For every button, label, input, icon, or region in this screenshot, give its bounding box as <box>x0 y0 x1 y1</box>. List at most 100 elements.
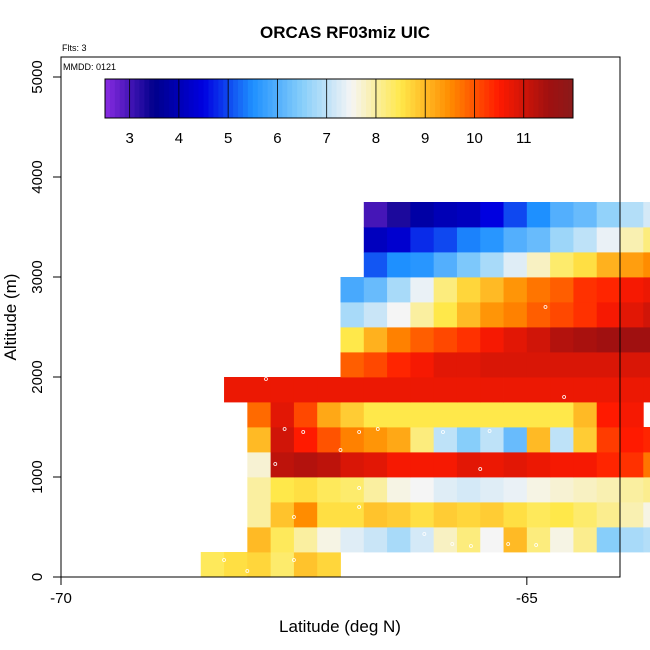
heatmap-cell <box>387 477 411 503</box>
heatmap-cell <box>410 527 435 553</box>
heatmap-cell <box>596 377 621 403</box>
heatmap-cell <box>456 227 481 253</box>
heatmap-cell <box>456 427 481 453</box>
flights-annotation: Flts: 3 <box>62 43 87 53</box>
heatmap-cell <box>643 202 650 228</box>
colorbar-segment <box>375 79 382 118</box>
heatmap-cell <box>550 227 574 253</box>
heatmap-cell <box>480 227 504 253</box>
flight-point <box>292 515 296 519</box>
heatmap-cell <box>596 477 621 503</box>
colorbar-segment <box>568 79 574 118</box>
colorbar-segment <box>164 79 170 118</box>
heatmap-cell <box>456 477 481 503</box>
heatmap-cell <box>387 327 411 353</box>
heatmap-cell <box>480 402 504 428</box>
heatmap-cell <box>387 352 411 378</box>
colorbar-segment <box>134 79 140 118</box>
flight-point <box>245 569 250 573</box>
x-tick-label: -65 <box>516 590 538 607</box>
colorbar-segment <box>558 79 564 118</box>
colorbar-segment <box>528 79 535 118</box>
colorbar-segment <box>139 79 145 118</box>
date-annotation: MMDD: 0121 <box>63 62 116 72</box>
colorbar-tick-label: 8 <box>372 130 380 147</box>
colorbar-segment <box>523 79 530 118</box>
colorbar-segment <box>494 79 500 118</box>
heatmap-cell <box>433 252 458 278</box>
y-tick-label: 4000 <box>29 160 46 193</box>
heatmap-cell <box>596 452 621 478</box>
heatmap-cell <box>643 252 650 278</box>
colorbar-segment <box>331 79 338 118</box>
flight-point <box>222 558 226 562</box>
colorbar-segment <box>154 79 160 118</box>
colorbar-segment <box>439 79 446 118</box>
colorbar-segment <box>513 79 520 118</box>
colorbar-segment <box>178 79 185 118</box>
heatmap-cell <box>573 202 598 228</box>
colorbar-segment <box>306 79 313 118</box>
heatmap-cell <box>550 277 574 303</box>
heatmap-cell <box>293 452 318 478</box>
heatmap-cell <box>340 527 365 553</box>
colorbar-segment <box>228 79 234 118</box>
heatmap-cell <box>270 552 295 578</box>
heatmap-cell <box>643 427 650 453</box>
flight-point <box>310 202 315 206</box>
colorbar-segment <box>119 79 126 118</box>
heatmap-cell <box>387 252 411 278</box>
plot-frame <box>60 56 621 578</box>
heatmap-cell <box>596 302 621 328</box>
colorbar-segment <box>464 79 471 118</box>
heatmap-cell <box>317 477 341 503</box>
colorbar-segment <box>252 79 259 118</box>
colorbar-segment <box>533 79 540 118</box>
heatmap-cell <box>643 277 650 303</box>
heatmap-cell <box>340 352 365 378</box>
colorbar-segment <box>238 79 244 118</box>
colorbar-segment <box>405 79 411 118</box>
heatmap-cell <box>643 377 650 403</box>
heatmap-cell <box>503 227 528 253</box>
heatmap-cell <box>387 452 411 478</box>
heatmap-cell <box>550 452 574 478</box>
colorbar-segment <box>366 79 372 118</box>
heatmap-cell <box>480 302 504 328</box>
heatmap-cell <box>620 427 644 453</box>
colorbar-segment <box>543 79 549 118</box>
heatmap-cell <box>573 227 598 253</box>
heatmap-cell <box>293 477 318 503</box>
heatmap-cell <box>317 502 341 528</box>
heatmap-cell <box>387 427 411 453</box>
heatmap-cell <box>526 277 551 303</box>
colorbar-segment <box>430 79 436 118</box>
heatmap-cell <box>387 302 411 328</box>
heatmap-cell <box>363 352 388 378</box>
flight-point <box>310 290 315 294</box>
colorbar-segment <box>538 79 544 118</box>
heatmap-cell <box>293 502 318 528</box>
x-axis-label: Latitude (deg N) <box>279 617 401 636</box>
colorbar-segment <box>361 79 367 118</box>
colorbar-segment <box>518 79 525 118</box>
heatmap-cell <box>643 302 650 328</box>
colorbar-segment <box>484 79 490 118</box>
heatmap-cell <box>410 377 435 403</box>
heatmap-cell <box>550 327 574 353</box>
heatmap-cell <box>480 252 504 278</box>
colorbar-tick-label: 5 <box>224 130 232 147</box>
flight-point <box>450 542 455 546</box>
colorbar-segment <box>341 79 347 118</box>
heatmap-cell <box>456 327 481 353</box>
heatmap-cell <box>363 327 388 353</box>
colorbar-segment <box>371 79 377 118</box>
flight-point <box>357 486 362 490</box>
heatmap-cell <box>596 352 621 378</box>
colorbar-segment <box>553 79 559 118</box>
heatmap-cell <box>550 377 574 403</box>
colorbar-segment <box>390 79 397 118</box>
colorbar-tick-label: 9 <box>421 130 429 147</box>
heatmap-cell <box>433 477 458 503</box>
